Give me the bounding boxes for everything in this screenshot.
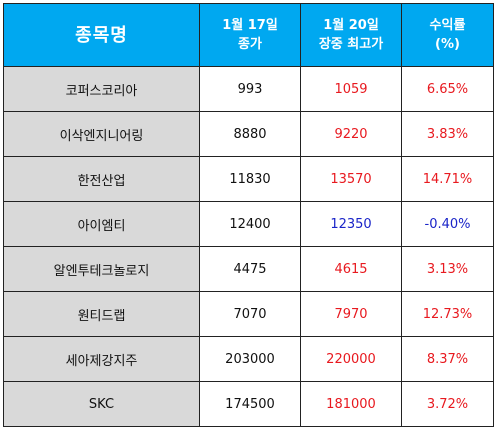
table-row: 세아제강지주 203000 220000 8.37% bbox=[3, 336, 494, 382]
header-close-price: 1월 17일 종가 bbox=[199, 3, 301, 67]
close-price-cell: 993 bbox=[199, 66, 301, 112]
table-row: 아이엠티 12400 12350 -0.40% bbox=[3, 201, 494, 247]
intraday-high-cell: 13570 bbox=[300, 156, 402, 202]
close-price-cell: 11830 bbox=[199, 156, 301, 202]
header-intraday-high: 1월 20일 장중 최고가 bbox=[300, 3, 402, 67]
return-cell: 12.73% bbox=[401, 291, 494, 337]
intraday-high-cell: 7970 bbox=[300, 291, 402, 337]
close-price-cell: 4475 bbox=[199, 246, 301, 292]
return-cell: 3.13% bbox=[401, 246, 494, 292]
intraday-high-cell: 220000 bbox=[300, 336, 402, 382]
table-row: 코퍼스코리아 993 1059 6.65% bbox=[3, 66, 494, 112]
table-header: 종목명 1월 17일 종가 1월 20일 장중 최고가 수익률 (%) bbox=[3, 3, 494, 67]
stock-name-cell: SKC bbox=[3, 381, 200, 427]
header-row: 종목명 1월 17일 종가 1월 20일 장중 최고가 수익률 (%) bbox=[3, 3, 494, 67]
return-cell: 6.65% bbox=[401, 66, 494, 112]
stock-name-cell: 세아제강지주 bbox=[3, 336, 200, 382]
table-row: 알엔투테크놀로지 4475 4615 3.13% bbox=[3, 246, 494, 292]
stock-name-cell: 원티드랩 bbox=[3, 291, 200, 337]
table-row: 한전산업 11830 13570 14.71% bbox=[3, 156, 494, 202]
intraday-high-cell: 12350 bbox=[300, 201, 402, 247]
stock-name-cell: 알엔투테크놀로지 bbox=[3, 246, 200, 292]
intraday-high-cell: 181000 bbox=[300, 381, 402, 427]
return-cell: 3.72% bbox=[401, 381, 494, 427]
table-row: SKC 174500 181000 3.72% bbox=[3, 381, 494, 427]
close-price-cell: 7070 bbox=[199, 291, 301, 337]
header-return-unit: (%) bbox=[435, 37, 460, 52]
header-high-label: 장중 최고가 bbox=[318, 37, 384, 52]
header-return: 수익률 (%) bbox=[401, 3, 494, 67]
table-row: 이삭엔지니어링 8880 9220 3.83% bbox=[3, 111, 494, 157]
close-price-cell: 12400 bbox=[199, 201, 301, 247]
table-row: 원티드랩 7070 7970 12.73% bbox=[3, 291, 494, 337]
header-stock-name: 종목명 bbox=[3, 3, 200, 67]
close-price-cell: 203000 bbox=[199, 336, 301, 382]
close-price-cell: 174500 bbox=[199, 381, 301, 427]
stock-return-table: 종목명 1월 17일 종가 1월 20일 장중 최고가 수익률 (%) 코퍼스코… bbox=[3, 3, 494, 427]
return-cell: 14.71% bbox=[401, 156, 494, 202]
stock-name-cell: 이삭엔지니어링 bbox=[3, 111, 200, 157]
return-cell: -0.40% bbox=[401, 201, 494, 247]
intraday-high-cell: 4615 bbox=[300, 246, 402, 292]
return-cell: 8.37% bbox=[401, 336, 494, 382]
stock-name-cell: 아이엠티 bbox=[3, 201, 200, 247]
header-return-label: 수익률 bbox=[429, 18, 466, 33]
table-body: 코퍼스코리아 993 1059 6.65% 이삭엔지니어링 8880 9220 … bbox=[3, 66, 494, 427]
header-close-label: 종가 bbox=[238, 37, 262, 52]
header-close-date: 1월 17일 bbox=[222, 18, 278, 33]
close-price-cell: 8880 bbox=[199, 111, 301, 157]
stock-name-cell: 한전산업 bbox=[3, 156, 200, 202]
intraday-high-cell: 9220 bbox=[300, 111, 402, 157]
intraday-high-cell: 1059 bbox=[300, 66, 402, 112]
stock-name-cell: 코퍼스코리아 bbox=[3, 66, 200, 112]
header-high-date: 1월 20일 bbox=[323, 18, 379, 33]
return-cell: 3.83% bbox=[401, 111, 494, 157]
